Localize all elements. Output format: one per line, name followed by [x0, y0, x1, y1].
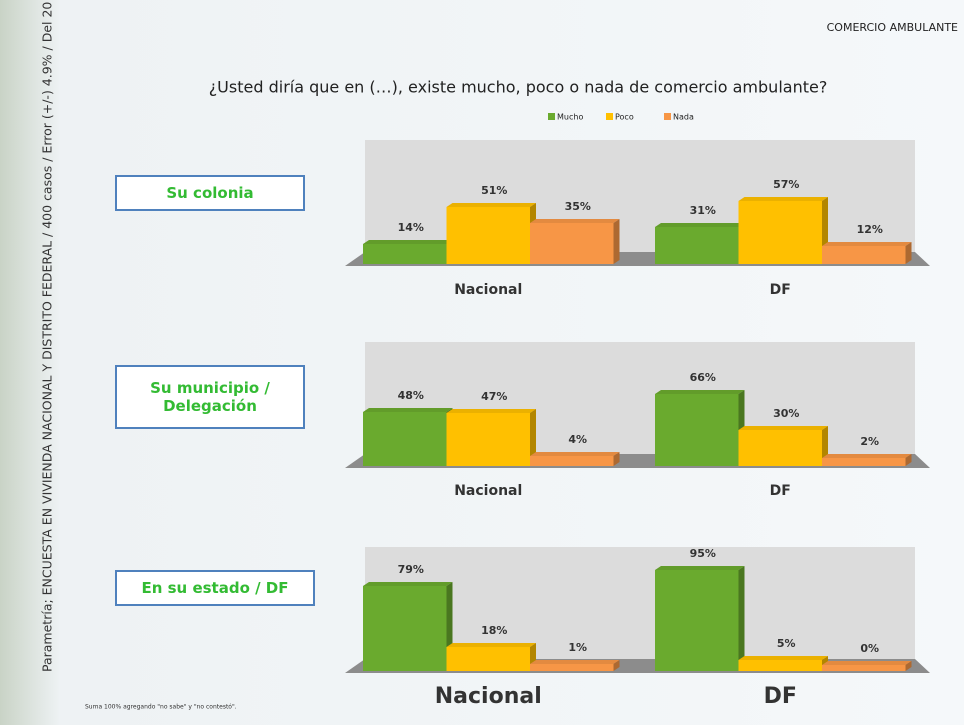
bar	[446, 207, 530, 264]
bar	[530, 223, 614, 264]
bar	[738, 660, 822, 671]
bar-side	[738, 566, 745, 671]
bar-side	[905, 454, 912, 466]
bar	[446, 647, 530, 671]
category-label: DF	[770, 282, 791, 298]
bar-side	[613, 660, 620, 671]
data-label: 0%	[860, 642, 879, 655]
data-label: 31%	[690, 204, 716, 217]
bar-top	[822, 242, 912, 246]
bar	[530, 456, 614, 466]
bar	[363, 586, 447, 671]
category-label: DF	[770, 483, 791, 499]
bar	[738, 430, 822, 466]
legend-swatch	[606, 113, 613, 120]
legend-label: Mucho	[557, 113, 583, 122]
bar	[822, 458, 906, 466]
data-label: 95%	[690, 547, 716, 560]
chart-title: Su colonia	[115, 175, 305, 211]
chart-title: Su municipio / Delegación	[115, 365, 305, 429]
bar	[738, 201, 822, 264]
bar-top	[738, 426, 828, 430]
data-label: 5%	[777, 637, 796, 650]
bar	[822, 665, 906, 671]
data-label: 18%	[481, 624, 507, 637]
legend-label: Poco	[615, 113, 634, 122]
category-label: Nacional	[454, 282, 522, 298]
bar	[655, 570, 739, 671]
bar-top	[738, 656, 828, 660]
data-label: 30%	[773, 407, 799, 420]
data-label: 12%	[857, 223, 883, 236]
data-label: 51%	[481, 184, 507, 197]
data-label: 66%	[690, 371, 716, 384]
bar	[363, 412, 447, 466]
data-label: 47%	[481, 390, 507, 403]
bar-side	[905, 661, 912, 671]
bar-top	[738, 197, 828, 201]
bar-top	[446, 203, 536, 207]
bar-top	[530, 660, 620, 664]
bar-side	[905, 242, 912, 264]
bar	[655, 227, 739, 264]
bar-top	[363, 240, 453, 244]
data-label: 14%	[398, 221, 424, 234]
legend-swatch	[664, 113, 671, 120]
bar-top	[363, 582, 453, 586]
bar	[822, 246, 906, 264]
category-label: Nacional	[454, 483, 522, 499]
data-label: 4%	[568, 433, 587, 446]
bar-side	[613, 219, 620, 264]
header: COMERCIO AMBULANTE	[827, 21, 958, 34]
category-label: Nacional	[435, 684, 542, 709]
data-label: 57%	[773, 178, 799, 191]
bar	[446, 413, 530, 466]
bar-top	[446, 409, 536, 413]
source: Parametría; ENCUESTA EN VIVIENDA NACIONA…	[40, 0, 55, 672]
bar-top	[530, 452, 620, 456]
data-label: 48%	[398, 389, 424, 402]
bar-top	[446, 643, 536, 647]
footnote: Suma 100% agregando "no sabe" y "no cont…	[85, 704, 237, 711]
legend-label: Nada	[673, 113, 694, 122]
bar	[363, 244, 447, 264]
data-label: 2%	[860, 435, 879, 448]
bar-top	[363, 408, 453, 412]
question: ¿Usted diría que en (…), existe mucho, p…	[209, 78, 828, 97]
bar	[655, 394, 739, 466]
bar-top	[655, 390, 745, 394]
chart-title: En su estado / DF	[115, 570, 315, 606]
bar-side	[613, 452, 620, 466]
bar-top	[655, 223, 745, 227]
data-label: 35%	[565, 200, 591, 213]
bar-top	[655, 566, 745, 570]
bar	[530, 664, 614, 671]
bar-top	[822, 454, 912, 458]
bar-top	[530, 219, 620, 223]
data-label: 79%	[398, 563, 424, 576]
bar-top	[822, 661, 912, 665]
category-label: DF	[764, 684, 797, 709]
legend-swatch	[548, 113, 555, 120]
data-label: 1%	[568, 641, 587, 654]
bar-side	[530, 409, 536, 466]
